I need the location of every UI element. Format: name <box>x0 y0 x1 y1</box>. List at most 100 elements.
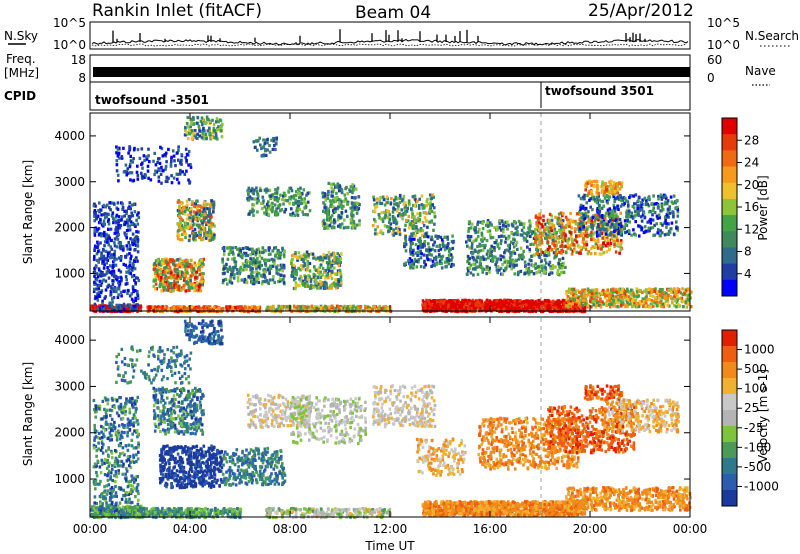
power-cell <box>96 298 100 302</box>
power-cell <box>185 217 189 221</box>
power-cell <box>133 239 137 243</box>
power-cell <box>172 305 176 309</box>
power-cell <box>107 212 110 216</box>
power-cell <box>416 212 419 216</box>
power-cell <box>222 307 225 311</box>
power-cell <box>481 302 485 306</box>
power-cell <box>222 264 226 268</box>
power-cell <box>434 234 437 238</box>
power-cell <box>191 273 195 277</box>
power-cell <box>686 287 690 291</box>
power-cell <box>198 259 201 263</box>
power-cell <box>595 291 598 295</box>
power-cell <box>326 208 330 212</box>
power-cell <box>98 273 102 277</box>
power-cell <box>676 303 680 307</box>
cpid-label: CPID <box>4 89 36 103</box>
power-cell <box>187 285 191 289</box>
power-cell <box>161 269 165 274</box>
power-cell <box>312 256 315 260</box>
power-cell <box>592 303 595 307</box>
power-cell <box>525 299 529 304</box>
power-cell <box>293 267 296 271</box>
power-cell <box>117 215 121 219</box>
power-cell <box>247 264 250 268</box>
power-cell <box>421 229 425 233</box>
power-cell <box>346 200 350 204</box>
power-cell <box>173 307 176 311</box>
power-cell <box>119 290 123 294</box>
power-cell <box>92 289 96 293</box>
power-cell <box>371 224 375 228</box>
power-cell <box>675 289 679 294</box>
power-cell <box>624 294 628 298</box>
power-cell <box>157 307 161 311</box>
power-cell <box>189 223 192 227</box>
power-cell <box>383 203 387 207</box>
power-cell <box>409 252 413 256</box>
power-cell <box>258 263 261 267</box>
power-cell <box>631 299 634 303</box>
power-cell <box>124 304 128 308</box>
power-cell <box>160 306 164 310</box>
power-cell <box>656 300 659 304</box>
power-cell <box>353 226 357 230</box>
power-cell <box>681 287 684 291</box>
power-cell <box>354 204 357 208</box>
power-cell <box>318 273 321 277</box>
power-cell <box>130 238 134 242</box>
nsky-tick-top: 10^5 <box>53 16 86 30</box>
power-cell <box>319 255 322 259</box>
power-cell <box>296 305 300 309</box>
power-cell <box>418 213 422 218</box>
power-cell <box>430 219 433 223</box>
power-cell <box>329 284 332 288</box>
power-cell <box>328 223 332 227</box>
power-cell <box>393 198 396 202</box>
power-cell <box>321 308 324 312</box>
power-cell <box>263 211 266 215</box>
power-cell <box>177 228 180 232</box>
power-cell <box>539 300 543 305</box>
power-cell <box>479 303 482 308</box>
power-cell <box>288 201 291 205</box>
power-cell <box>300 257 304 261</box>
power-cell <box>631 293 634 297</box>
power-cell <box>655 290 659 294</box>
power-cell <box>294 250 297 255</box>
power-cell <box>445 260 449 264</box>
power-cell <box>258 254 262 258</box>
power-cell <box>429 201 432 205</box>
power-cell <box>252 258 255 263</box>
power-cell <box>175 305 178 309</box>
power-cell <box>113 237 117 241</box>
power-cell <box>159 282 163 286</box>
power-cell <box>461 308 464 312</box>
power-cell <box>375 201 379 205</box>
power-cell <box>299 274 302 278</box>
power-cell <box>282 277 285 281</box>
power-cell <box>178 270 182 274</box>
power-cell <box>171 283 174 287</box>
power-cell <box>595 298 598 302</box>
power-cell <box>95 252 99 256</box>
power-cell <box>436 305 439 309</box>
power-cell <box>304 201 308 205</box>
power-cell <box>324 198 327 202</box>
power-cell <box>200 205 203 209</box>
power-cell <box>297 192 300 196</box>
power-cell <box>115 278 119 282</box>
power-cell <box>395 209 399 213</box>
power-cell <box>395 202 399 206</box>
power-cell <box>327 192 330 196</box>
power-cell <box>302 259 305 264</box>
power-cell <box>393 216 396 220</box>
power-cell <box>193 227 197 231</box>
power-cell <box>197 225 201 229</box>
power-cell <box>296 255 299 259</box>
power-cell <box>339 278 342 282</box>
power-cell <box>266 258 270 262</box>
power-cell <box>620 299 623 304</box>
power-cell <box>106 266 109 270</box>
power-cell <box>108 301 111 305</box>
